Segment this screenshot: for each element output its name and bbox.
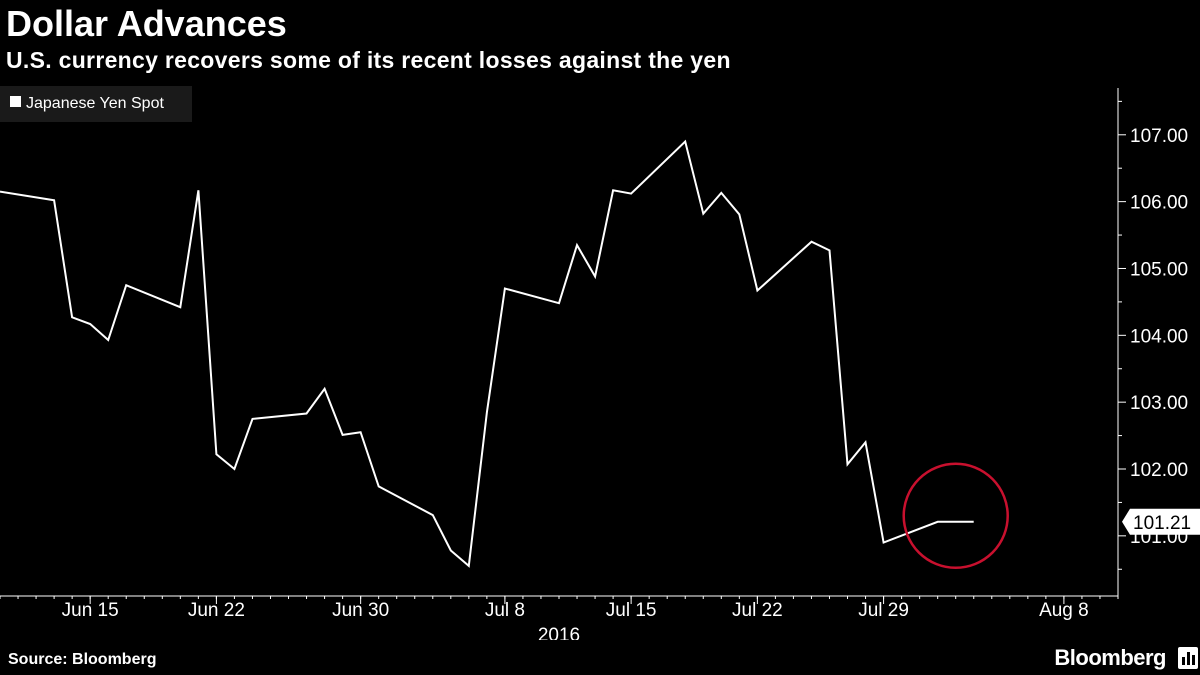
x-tick-label: Jul 29: [858, 600, 909, 621]
y-tick-label: 102.00: [1130, 460, 1188, 481]
bloomberg-terminal-icon: [1178, 647, 1198, 669]
chart-title: Dollar Advances: [6, 3, 287, 44]
last-value-tag: [1122, 508, 1200, 535]
chart-svg: 107.00 106.00 105.00 104.00 103.00 102.00 101.…: [0, 86, 1200, 640]
annotations: [902, 462, 1009, 570]
y-tick-label: 107.00: [1130, 126, 1188, 147]
last-value-label: 101.21: [1133, 513, 1191, 534]
series-line-japanese-yen-spot: [0, 139, 974, 568]
x-axis-year-label: 2016: [538, 625, 580, 640]
plot-area: [0, 88, 1118, 596]
x-tick-label: Jun 22: [188, 600, 245, 621]
highlight-circle: [902, 462, 1009, 570]
chart-subtitle: U.S. currency recovers some of its recen…: [6, 47, 731, 73]
x-tick-label: Jul 15: [606, 600, 657, 621]
x-tick-label: Jul 22: [732, 600, 783, 621]
axes: 107.00 106.00 105.00 104.00 103.00 102.00 101.…: [0, 88, 1188, 640]
x-tick-label: Jul 8: [485, 600, 525, 621]
source-note: Source: Bloomberg: [8, 651, 157, 668]
y-tick-label: 105.00: [1130, 259, 1188, 280]
brand-logo-text: Bloomberg: [1054, 645, 1166, 670]
y-tick-label: 104.00: [1130, 326, 1188, 347]
x-tick-label: Aug 8: [1039, 600, 1089, 621]
legend-swatch: [10, 96, 21, 107]
legend-background: [0, 86, 192, 122]
series-group: 101.21: [0, 139, 1200, 568]
legend: Japanese Yen Spot: [0, 86, 192, 122]
y-tick-label: 103.00: [1130, 393, 1188, 414]
y-tick-label: 106.00: [1130, 193, 1188, 214]
legend-label: Japanese Yen Spot: [26, 95, 164, 112]
x-tick-label: Jun 15: [62, 600, 119, 621]
x-tick-label: Jun 30: [332, 600, 389, 621]
